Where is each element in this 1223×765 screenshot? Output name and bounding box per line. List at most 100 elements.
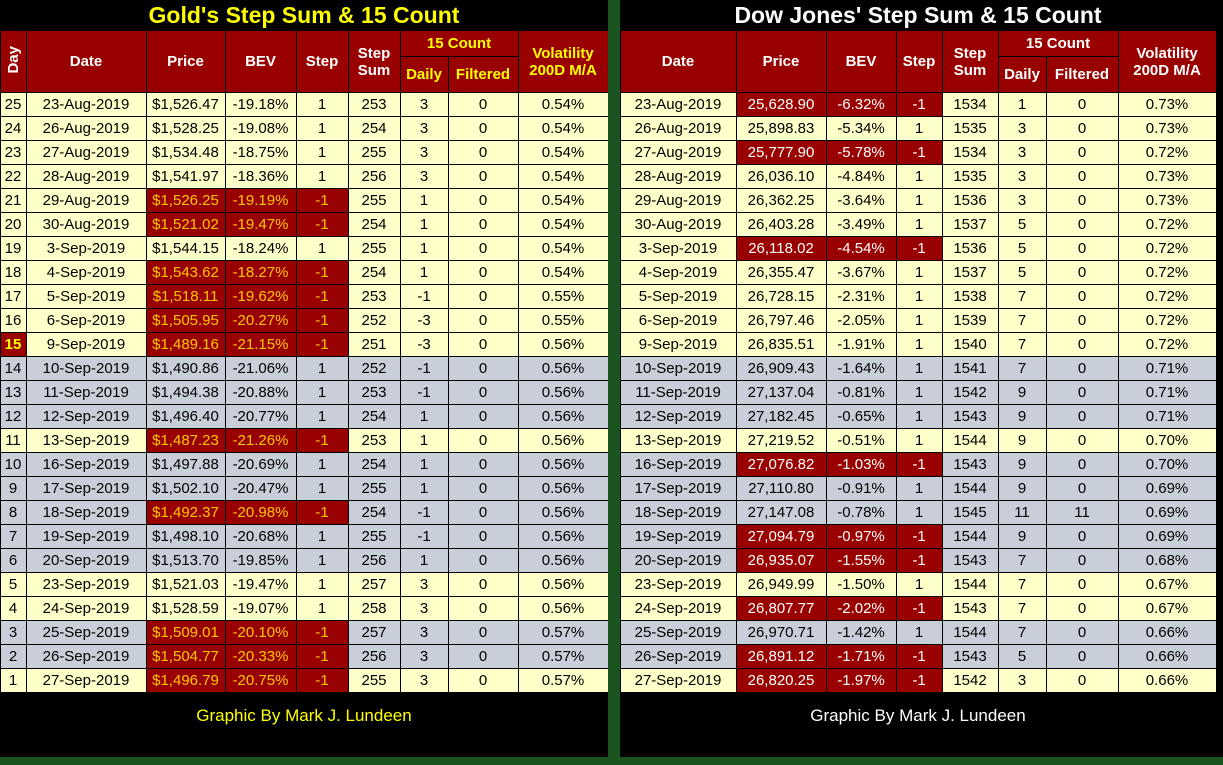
volatility-cell: 0.71%	[1117, 404, 1217, 429]
filtered-count-cell: 0	[1045, 404, 1119, 429]
date-cell: 12-Sep-2019	[25, 404, 147, 429]
price-cell: 27,094.79	[735, 524, 827, 549]
bev-cell: -19.19%	[224, 188, 297, 213]
col-header-filtered: Filtered	[447, 56, 519, 93]
step-sum-cell: 255	[347, 476, 401, 501]
col-header-step-sum: Step Sum	[347, 30, 401, 93]
daily-count-cell: 5	[997, 212, 1047, 237]
daily-count-cell: 1	[399, 452, 449, 477]
date-cell: 5-Sep-2019	[619, 284, 737, 309]
bev-cell: -1.97%	[825, 668, 897, 693]
step-sum-cell: 1534	[941, 140, 999, 165]
bev-cell: -19.07%	[224, 596, 297, 621]
date-cell: 26-Sep-2019	[619, 644, 737, 669]
price-cell: $1,544.15	[145, 236, 226, 261]
price-cell: 25,777.90	[735, 140, 827, 165]
daily-count-cell: 1	[399, 188, 449, 213]
daily-count-cell: 3	[997, 116, 1047, 141]
step-sum-cell: 254	[347, 116, 401, 141]
filtered-count-cell: 0	[1045, 428, 1119, 453]
date-cell: 10-Sep-2019	[619, 356, 737, 381]
step-cell: -1	[895, 668, 943, 693]
price-cell: $1,502.10	[145, 476, 226, 501]
step-cell: 1	[295, 572, 349, 597]
daily-count-cell: -3	[399, 332, 449, 357]
date-cell: 20-Sep-2019	[25, 548, 147, 573]
date-cell: 29-Aug-2019	[25, 188, 147, 213]
step-cell: 1	[895, 212, 943, 237]
day-cell: 8	[0, 500, 27, 525]
step-sum-cell: 255	[347, 524, 401, 549]
step-cell: 1	[895, 572, 943, 597]
table-row: 23 27-Aug-2019 $1,534.48 -18.75% 1 255 3 0 0.54%	[0, 140, 609, 165]
volatility-cell: 0.57%	[517, 668, 609, 693]
table-row: 4-Sep-2019 26,355.47 -3.67% 1 1537 5 0 0.72%	[619, 260, 1217, 285]
day-cell: 5	[0, 572, 27, 597]
filtered-count-cell: 0	[1045, 620, 1119, 645]
volatility-cell: 0.72%	[1117, 140, 1217, 165]
step-cell: 1	[895, 308, 943, 333]
filtered-count-cell: 0	[1045, 164, 1119, 189]
col-header-volatility: Volatility 200D M/A	[1117, 30, 1217, 93]
date-cell: 9-Sep-2019	[25, 332, 147, 357]
table-row: 19-Sep-2019 27,094.79 -0.97% -1 1544 9 0 0.69%	[619, 524, 1217, 549]
step-sum-cell: 1540	[941, 332, 999, 357]
price-cell: $1,526.25	[145, 188, 226, 213]
step-sum-cell: 1537	[941, 212, 999, 237]
price-cell: 27,219.52	[735, 428, 827, 453]
table-row: 12-Sep-2019 27,182.45 -0.65% 1 1543 9 0 0.71%	[619, 404, 1217, 429]
col-header-price: Price	[735, 30, 827, 93]
filtered-count-cell: 0	[1045, 644, 1119, 669]
step-sum-cell: 1543	[941, 548, 999, 573]
step-cell: 1	[895, 116, 943, 141]
step-sum-cell: 1544	[941, 428, 999, 453]
step-cell: -1	[295, 500, 349, 525]
daily-count-cell: 1	[997, 92, 1047, 117]
step-cell: 1	[295, 596, 349, 621]
date-cell: 23-Sep-2019	[25, 572, 147, 597]
volatility-cell: 0.72%	[1117, 236, 1217, 261]
table-row: 13 11-Sep-2019 $1,494.38 -20.88% 1 253 -1 0 0.56…	[0, 380, 609, 405]
step-cell: -1	[295, 308, 349, 333]
price-cell: 27,137.04	[735, 380, 827, 405]
gold-table-title: Gold's Step Sum & 15 Count	[0, 0, 608, 30]
daily-count-cell: 9	[997, 524, 1047, 549]
price-cell: 27,110.80	[735, 476, 827, 501]
step-cell: 1	[895, 476, 943, 501]
daily-count-cell: 9	[997, 476, 1047, 501]
bev-cell: -20.47%	[224, 476, 297, 501]
volatility-cell: 0.73%	[1117, 116, 1217, 141]
bev-cell: -19.47%	[224, 212, 297, 237]
date-cell: 17-Sep-2019	[25, 476, 147, 501]
step-sum-cell: 1544	[941, 476, 999, 501]
filtered-count-cell: 0	[447, 428, 519, 453]
step-sum-cell: 1542	[941, 668, 999, 693]
table-row: 10 16-Sep-2019 $1,497.88 -20.69% 1 254 1 0 0.56%	[0, 452, 609, 477]
price-cell: 27,076.82	[735, 452, 827, 477]
price-cell: $1,518.11	[145, 284, 226, 309]
price-cell: $1,513.70	[145, 548, 226, 573]
bev-cell: -19.62%	[224, 284, 297, 309]
date-cell: 17-Sep-2019	[619, 476, 737, 501]
bev-cell: -4.54%	[825, 236, 897, 261]
step-cell: -1	[295, 620, 349, 645]
volatility-label-top: Volatility	[532, 44, 594, 62]
daily-count-cell: 7	[997, 356, 1047, 381]
step-cell: -1	[295, 284, 349, 309]
volatility-cell: 0.56%	[517, 500, 609, 525]
volatility-cell: 0.72%	[1117, 332, 1217, 357]
table-row: 10-Sep-2019 26,909.43 -1.64% 1 1541 7 0 0.71%	[619, 356, 1217, 381]
col-header-daily: Daily	[997, 56, 1047, 93]
table-row: 23-Aug-2019 25,628.90 -6.32% -1 1534 1 0 0.73%	[619, 92, 1217, 117]
volatility-cell: 0.56%	[517, 428, 609, 453]
volatility-cell: 0.56%	[517, 452, 609, 477]
date-cell: 28-Aug-2019	[619, 164, 737, 189]
table-row: 6 20-Sep-2019 $1,513.70 -19.85% 1 256 1 0 0.56%	[0, 548, 609, 573]
step-sum-cell: 258	[347, 596, 401, 621]
step-sum-cell: 1534	[941, 92, 999, 117]
step-cell: 1	[895, 404, 943, 429]
col-header-step: Step	[295, 30, 349, 93]
bev-cell: -20.33%	[224, 644, 297, 669]
col-header-step-sum: Step Sum	[941, 30, 999, 93]
volatility-cell: 0.54%	[517, 116, 609, 141]
